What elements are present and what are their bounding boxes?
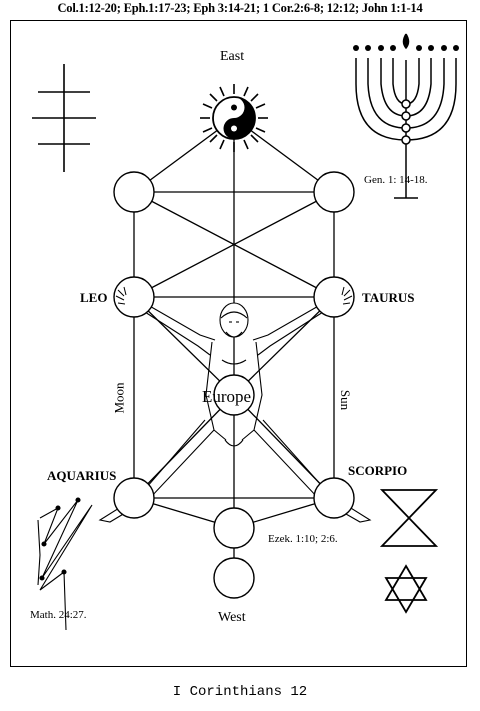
sephirah-center [213, 374, 255, 416]
triple-cross-icon [32, 64, 96, 172]
lightning-zigzag-icon [37, 497, 93, 631]
reference-matthew: Math. 24:27. [30, 609, 87, 621]
sephirah-west [213, 557, 255, 599]
hourglass-icon [379, 489, 439, 547]
human-figure-icon [98, 296, 372, 523]
reference-ezekiel: Ezek. 1:10; 2:6. [268, 533, 338, 545]
sephirah-upper-left [113, 171, 155, 213]
star-of-david-icon [384, 564, 428, 614]
pillar-label-sun: Sun [338, 389, 354, 411]
zodiac-leo: LEO [80, 290, 108, 305]
direction-east: East [220, 49, 245, 64]
path-leo-center [133, 296, 235, 396]
right-hand-icon [341, 286, 353, 305]
center-label: Europe [202, 387, 252, 406]
caption: I Corinthians 12 [172, 684, 308, 700]
sephirah-taurus [313, 276, 355, 318]
path-center-aquarius [133, 394, 235, 499]
pillar-label-moon: Moon [111, 382, 127, 414]
zodiac-scorpio: SCORPIO [348, 463, 408, 478]
reference-genesis: Gen. 1: 14-18. [364, 174, 428, 186]
left-hand-icon [115, 286, 127, 305]
sephirah-aquarius [113, 477, 155, 519]
sun-icon [200, 84, 268, 152]
zodiac-taurus: TAURUS [362, 290, 415, 305]
sephirah-scorpio [313, 477, 355, 519]
menorah-icon [353, 33, 459, 199]
sephirah-upper-right [313, 171, 355, 213]
direction-west: West [218, 610, 246, 625]
path-diag-2 [133, 191, 335, 298]
sephirah-lower [213, 507, 255, 549]
zodiac-aquarius: AQUARIUS [47, 468, 117, 483]
header-references: Col.1:12-20; Eph.1:17-23; Eph 3:14-21; 1… [57, 1, 423, 15]
path-taurus-center [233, 296, 335, 396]
sephirah-leo [113, 276, 155, 318]
diagram-frame [10, 20, 467, 667]
